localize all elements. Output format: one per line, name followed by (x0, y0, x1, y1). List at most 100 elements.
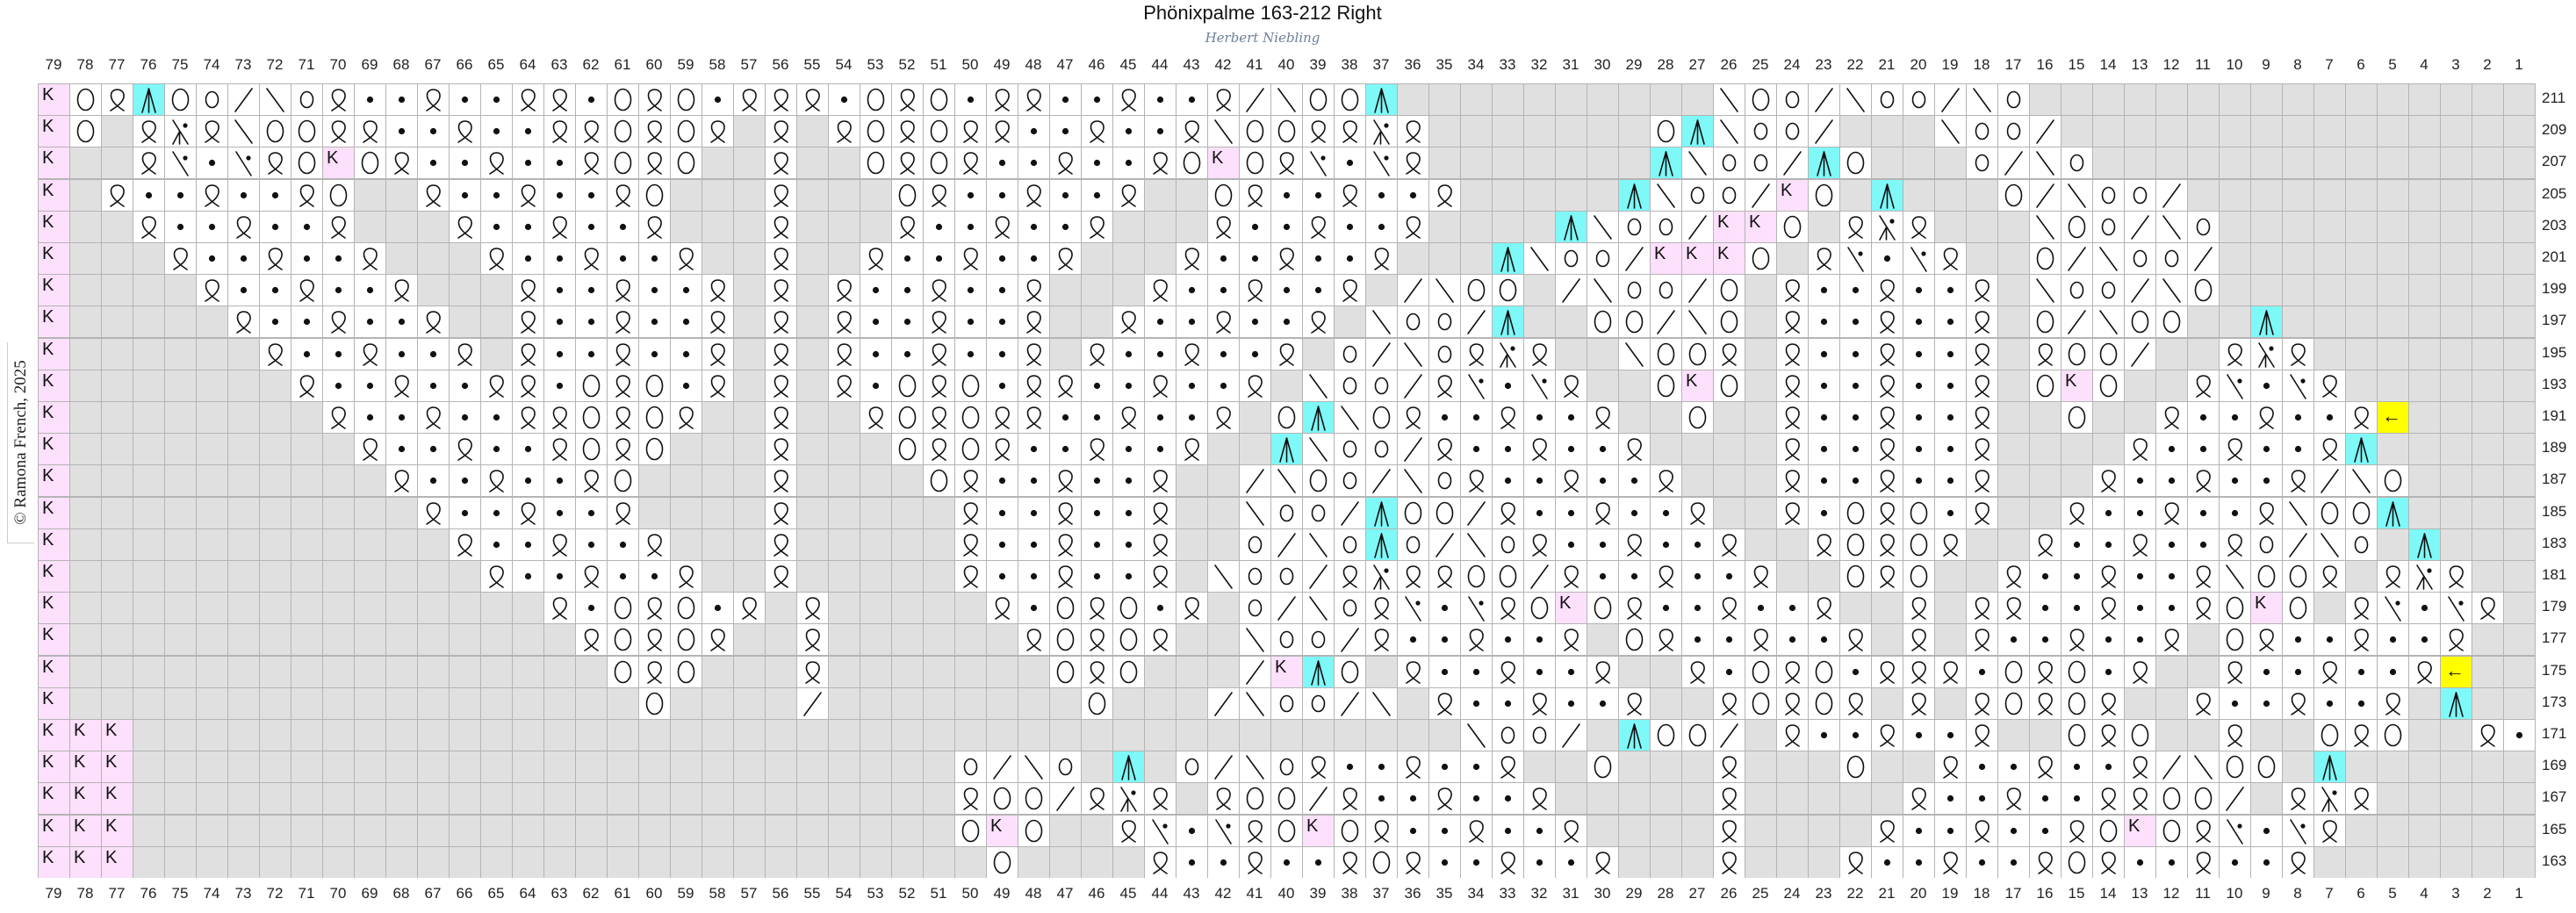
yarn-over-large-icon (1119, 629, 1138, 651)
twisted-stitch-icon (1880, 724, 1895, 747)
stitch-cell-yarn-over-large-icon (2283, 593, 2313, 624)
stitch-cell-no-stitch (2409, 751, 2440, 783)
stitch-cell-twisted-stitch-icon (987, 116, 1018, 147)
twisted-stitch-icon (774, 375, 788, 398)
stitch-cell-central-double-decrease-icon (1271, 434, 1302, 465)
stitch-cell-twisted-stitch-icon (1714, 846, 1745, 878)
stitch-cell-no-stitch (1113, 275, 1144, 306)
stitch-cell-twisted-stitch-icon (1398, 211, 1428, 242)
stitch-cell-no-stitch (70, 306, 101, 338)
stitch-cell-twisted-stitch-icon (1587, 497, 1618, 528)
stitch-cell-k2tog-icon (1556, 720, 1587, 751)
stitch-cell-no-stitch (1050, 687, 1081, 719)
twisted-stitch-icon (1722, 756, 1737, 779)
stitch-cell-k2tog-icon (1366, 465, 1397, 497)
stitch-cell-no-stitch (1050, 815, 1081, 846)
purl-dot-icon (998, 319, 1006, 326)
stitch-cell-purl-dot-icon (1967, 783, 1997, 815)
stitch-cell-central-double-decrease-icon (1493, 306, 1523, 338)
twisted-stitch-icon (299, 279, 314, 302)
twisted-stitch-icon (1943, 756, 1958, 779)
stitch-cell-no-stitch (165, 370, 196, 401)
twisted-stitch-icon (647, 216, 662, 239)
stitch-cell-no-stitch (418, 211, 449, 242)
k2tog-icon (1815, 88, 1833, 112)
stitch-cell-no-stitch (291, 593, 322, 624)
stitch-cell-no-stitch (1018, 687, 1049, 719)
twisted-stitch-icon (1248, 279, 1263, 302)
stitch-cell-no-stitch (1619, 370, 1650, 401)
yarn-over-small-icon (1279, 567, 1294, 586)
yarn-over-small-icon (1311, 504, 1326, 521)
stitch-cell-no-stitch (291, 465, 322, 497)
yarn-over-large-icon (645, 374, 664, 398)
stitch-cell-twisted-stitch-icon (1113, 402, 1144, 433)
twisted-stitch-icon (1406, 852, 1421, 874)
twisted-stitch-icon (1342, 120, 1357, 143)
stitch-cell-no-stitch (2125, 402, 2155, 433)
stitch-cell-no-stitch (1619, 147, 1650, 179)
stitch-cell-yarn-over-large-icon (291, 147, 322, 179)
purl-dot-icon (619, 255, 627, 262)
stitch-cell-purl-dot-icon (1587, 561, 1618, 592)
yarn-over-large-icon (1341, 660, 1359, 683)
purl-dot-icon (493, 128, 500, 135)
yarn-over-large-icon (2131, 723, 2149, 747)
twisted-stitch-icon (584, 470, 599, 493)
stitch-cell-yarn-over-large-icon (1998, 179, 2029, 211)
stitch-cell-twisted-stitch-icon (1714, 338, 1745, 370)
purl-dot-icon (1536, 413, 1543, 421)
k2tog-icon (1815, 119, 1833, 144)
twisted-stitch-icon (774, 120, 788, 143)
twisted-stitch-icon (1785, 311, 1800, 334)
stitch-cell-no-stitch (734, 179, 765, 211)
stitch-cell-twisted-stitch-icon (1903, 211, 1934, 242)
stitch-cell-purl-dot-icon (1935, 306, 1966, 338)
yarn-over-small-icon (1342, 472, 1357, 490)
stitch-cell-no-stitch (1872, 593, 1903, 624)
stitch-cell-no-stitch (481, 624, 512, 656)
stitch-cell-yarn-over-small-icon (1777, 84, 1808, 115)
purl-dot-icon (1504, 827, 1512, 834)
stitch-cell-no-stitch (386, 720, 417, 751)
stitch-cell-no-stitch (1872, 147, 1903, 179)
stitch-cell-no-stitch (2504, 656, 2535, 687)
stitch-cell-yarn-over-small-icon (1651, 211, 1681, 242)
stitch-cell-no-stitch (1524, 84, 1555, 115)
stitch-cell-no-stitch (197, 528, 227, 560)
purl-dot-icon (1599, 541, 1607, 548)
stitch-cell-yarn-over-large-icon (1682, 338, 1713, 370)
stitch-cell-no-stitch (987, 687, 1018, 719)
row-number: 201 (2542, 248, 2567, 265)
stitch-cell-twisted-stitch-icon (924, 434, 954, 465)
stitch-cell-purl-dot-icon (1018, 211, 1049, 242)
twisted-stitch-icon (647, 597, 662, 620)
k-symbol: K (105, 721, 118, 740)
stitch-cell-no-stitch (1809, 561, 1839, 592)
stitch-cell-no-stitch (291, 528, 322, 560)
twisted-stitch-icon (963, 120, 978, 143)
stitch-cell-purl-dot-icon (2156, 528, 2187, 560)
yarn-over-large-icon (898, 437, 917, 461)
stitch-cell-no-stitch (1145, 211, 1176, 242)
stitch-cell-purl-dot-icon (924, 243, 954, 274)
stitch-cell-twisted-stitch-icon (355, 243, 385, 274)
stitch-cell-yarn-over-small-icon (1493, 720, 1523, 751)
stitch-cell-no-stitch (260, 402, 291, 433)
purl-dot-icon (1409, 636, 1417, 643)
twisted-stitch-icon (268, 152, 283, 176)
yarn-over-large-icon (1246, 152, 1264, 175)
stitch-cell-purl-dot-icon (1018, 434, 1049, 465)
stitch-cell-purl-dot-icon (260, 275, 291, 306)
purl-dot-icon (1251, 255, 1259, 262)
ssk-icon (1309, 373, 1328, 399)
purl-dot-icon (429, 160, 437, 167)
twisted-stitch-icon (710, 342, 725, 366)
stitch-cell-no-stitch (1745, 497, 1776, 528)
twisted-stitch-icon (1532, 693, 1547, 715)
stitch-cell-no-stitch (1113, 243, 1144, 274)
stitch-cell-twisted-stitch-icon (1840, 624, 1871, 656)
stitch-cell-no-stitch (418, 275, 449, 306)
stitch-cell-no-stitch (2441, 497, 2472, 528)
twisted-stitch-icon (1627, 438, 1642, 461)
